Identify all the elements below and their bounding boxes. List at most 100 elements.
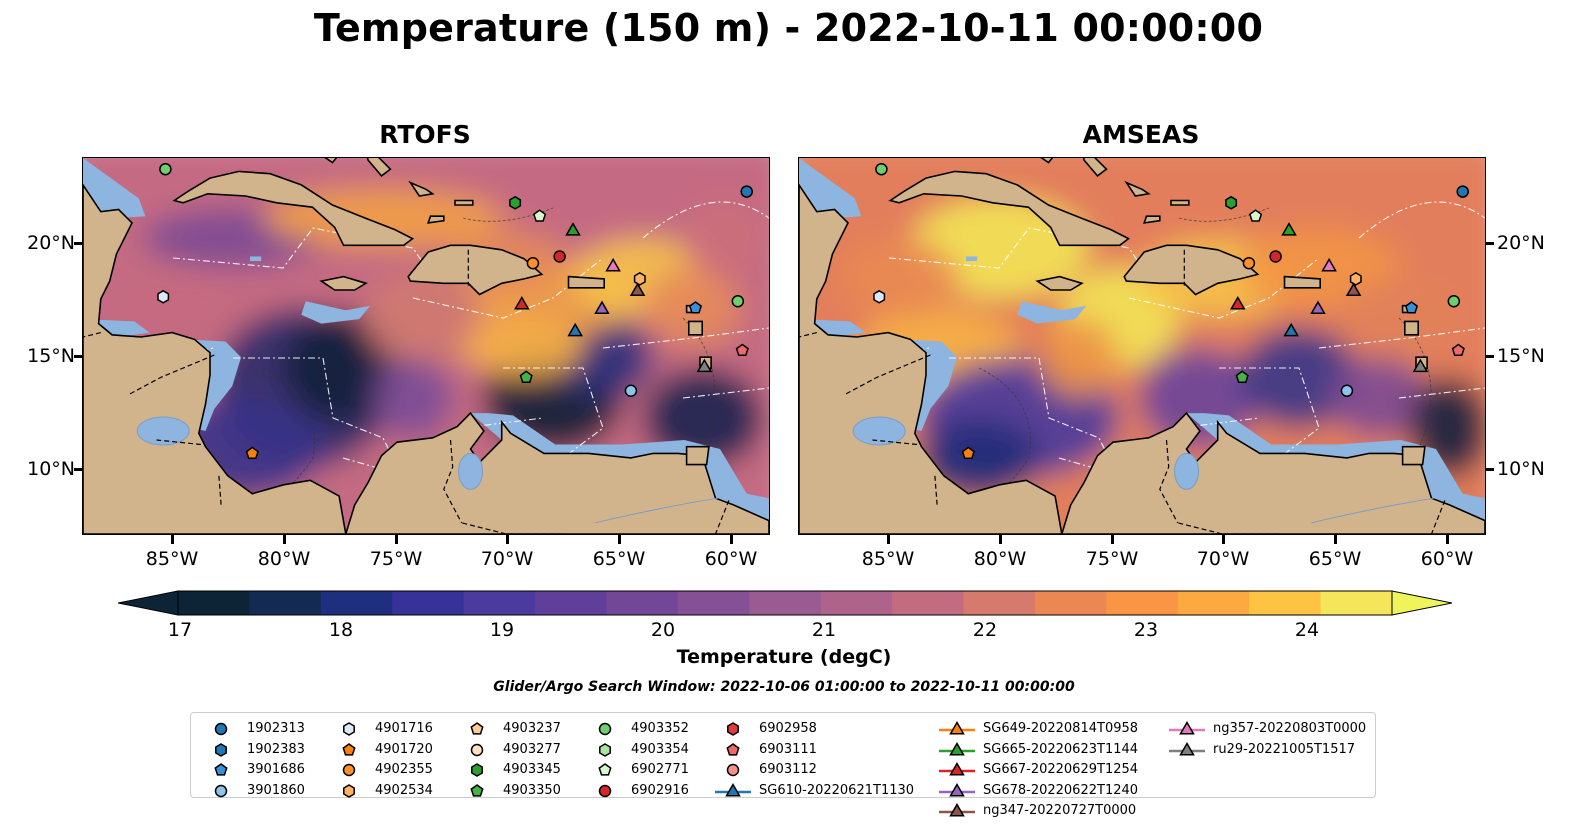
legend-label: ng347-20220727T0000 xyxy=(983,803,1137,818)
legend-triangle-icon xyxy=(949,782,965,797)
lon-tick-label: 65°W xyxy=(592,548,646,570)
colorbar-segment xyxy=(249,591,322,615)
obs-marker-6903111 xyxy=(735,343,749,357)
colorbar-segment xyxy=(1106,591,1179,615)
colorbar-under-extension xyxy=(117,590,179,616)
legend-marker-icon xyxy=(1169,721,1205,735)
map-rtofs[interactable] xyxy=(82,157,770,535)
country-borders xyxy=(83,249,730,534)
legend-marker-icon xyxy=(599,742,611,757)
legend-label: 4902355 xyxy=(375,762,433,777)
legend-label: SG665-20220623T1144 xyxy=(983,741,1139,757)
legend-marker-icon xyxy=(1169,741,1205,756)
legend-marker-icon xyxy=(343,783,355,798)
colorbar-tick-label: 21 xyxy=(811,619,837,641)
lat-tick-label: 15°N xyxy=(1497,345,1545,367)
legend-circle-icon xyxy=(342,763,356,777)
colorbar-segment xyxy=(392,591,465,615)
legend-marker-icon xyxy=(939,803,975,817)
legend-marker-icon xyxy=(215,742,227,757)
obs-marker-SG667-20220629T1254 xyxy=(513,296,530,310)
lon-tick-label: 80°W xyxy=(973,548,1027,570)
tick-mark xyxy=(887,535,890,544)
obs-marker-6902916 xyxy=(553,250,566,263)
legend-label: 4903350 xyxy=(503,782,561,798)
map-amseas[interactable] xyxy=(798,157,1486,535)
colorbar-tick-label: 18 xyxy=(328,619,354,641)
legend-label: 6902958 xyxy=(759,721,817,736)
observation-markers xyxy=(157,162,753,460)
legend-marker-icon xyxy=(726,742,740,756)
lon-tick-label: 80°W xyxy=(257,548,311,570)
legend-marker-icon xyxy=(598,784,612,797)
obs-marker-6902771 xyxy=(1249,209,1263,222)
colorbar-segment xyxy=(606,591,679,615)
obs-marker-SG665-20220623T1144 xyxy=(565,222,581,236)
obs-marker-3901686 xyxy=(688,301,703,314)
legend-triangle-icon xyxy=(1179,741,1195,756)
legend-label: 4903345 xyxy=(503,762,561,777)
colorbar-segment xyxy=(820,591,893,615)
legend-circle-icon xyxy=(598,784,612,797)
colorbar-segment xyxy=(892,591,965,615)
tick-mark xyxy=(74,242,83,245)
panel-title-amseas: AMSEAS xyxy=(1082,120,1200,149)
legend-triangle-icon xyxy=(949,803,965,817)
legend-pentagon-icon xyxy=(598,763,612,776)
lat-tick-label: 10°N xyxy=(27,458,75,480)
obs-marker-4903352 xyxy=(875,162,888,176)
country-borders xyxy=(799,249,1446,534)
tick-mark xyxy=(1446,535,1449,544)
legend-label: 4902534 xyxy=(375,782,433,798)
colorbar-segment xyxy=(963,591,1036,615)
legend-hexagon-icon xyxy=(343,722,355,736)
obs-marker-4902534 xyxy=(1349,272,1362,286)
tick-mark xyxy=(1222,535,1225,544)
obs-marker-ng357-20220803T0000 xyxy=(1321,257,1337,272)
lakes-rivers xyxy=(136,416,718,524)
obs-marker-4903350 xyxy=(1235,370,1249,383)
lon-tick-label: 60°W xyxy=(704,548,758,570)
legend-label: 3901860 xyxy=(247,782,305,798)
legend-triangle-icon xyxy=(1179,721,1195,735)
figure-title: Temperature (150 m) - 2022-10-11 00:00:0… xyxy=(313,6,1264,50)
legend-pentagon-icon xyxy=(470,722,484,735)
colorbar-tick-label: 19 xyxy=(489,619,515,641)
legend: 1902313 1902383 3901686 3901860 4901716 49017… xyxy=(190,712,1376,818)
legend-label: 4901716 xyxy=(375,721,433,736)
legend-label: 4903354 xyxy=(631,741,689,757)
legend-label: 3901686 xyxy=(247,762,305,777)
legend-circle-icon xyxy=(470,743,484,756)
lon-tick-label: 75°W xyxy=(369,548,423,570)
colorbar-svg xyxy=(117,590,1453,616)
colorbar-segment xyxy=(677,591,750,615)
legend-label: SG610-20220621T1130 xyxy=(759,782,915,798)
colorbar-tick-label: 20 xyxy=(650,619,676,641)
colorbar-segment xyxy=(1320,591,1393,615)
colorbar-segment xyxy=(749,591,822,615)
legend-label: 6903112 xyxy=(759,762,817,777)
obs-marker-SG610-20220621T1130 xyxy=(1283,322,1299,337)
legend-circle-icon xyxy=(214,784,228,797)
colorbar-segment xyxy=(1034,591,1107,615)
colorbar-tick-label: 23 xyxy=(1133,619,1159,641)
legend-label: 4903352 xyxy=(631,721,689,736)
obs-marker-SG678-20220622T1240 xyxy=(594,300,610,314)
lon-tick-label: 70°W xyxy=(480,548,534,570)
lon-tick-label: 70°W xyxy=(1196,548,1250,570)
tick-mark xyxy=(1485,242,1494,245)
tick-mark xyxy=(74,468,83,471)
obs-marker-4901716 xyxy=(873,289,886,304)
obs-marker-ru29-20221005T1517 xyxy=(696,358,713,373)
tick-mark xyxy=(1485,355,1494,358)
observation-markers xyxy=(873,162,1469,460)
legend-marker-icon xyxy=(598,763,612,776)
legend-marker-icon xyxy=(939,721,975,735)
colorbar-segment xyxy=(1177,591,1250,615)
obs-marker-4901720 xyxy=(961,446,975,460)
legend-marker-icon xyxy=(715,782,751,797)
tick-mark xyxy=(283,535,286,544)
map-svg xyxy=(799,158,1485,534)
lon-tick-label: 65°W xyxy=(1308,548,1362,570)
legend-triangle-icon xyxy=(949,762,965,776)
